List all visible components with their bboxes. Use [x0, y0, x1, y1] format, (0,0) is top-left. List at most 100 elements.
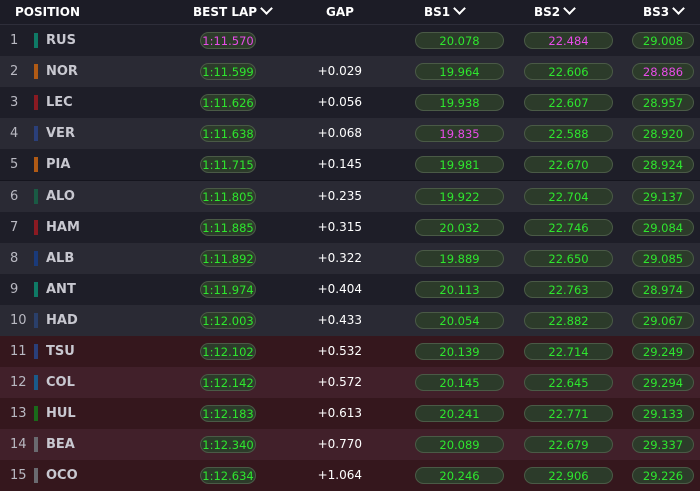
best-lap-time: 1:12.340 [200, 436, 256, 454]
bs3-time: 28.957 [632, 94, 694, 112]
bs1-time: 20.145 [415, 374, 504, 392]
best-lap-time: 1:12.142 [200, 374, 256, 392]
bs2-time: 22.679 [524, 436, 613, 454]
header-bs3-sort[interactable]: BS3 [643, 0, 686, 24]
table-row[interactable]: 9 ANT 1:11.974 +0.404 20.113 22.763 28.974 [0, 273, 700, 305]
table-row[interactable]: 6 ALO 1:11.805 +0.235 19.922 22.704 29.137 [0, 180, 700, 212]
table-row[interactable]: 5 PIA 1:11.715 +0.145 19.981 22.670 28.924 [0, 149, 700, 181]
table-row[interactable]: 12 COL 1:12.142 +0.572 20.145 22.645 29.294 [0, 367, 700, 399]
bs1-time: 20.078 [415, 32, 504, 49]
driver-code: PIA [46, 157, 71, 173]
best-lap-time: 1:12.183 [200, 405, 256, 423]
driver-code: HUL [46, 406, 76, 422]
bs2-time: 22.670 [524, 156, 613, 174]
gap-value: +0.404 [317, 281, 362, 296]
position-number: 15 [10, 468, 27, 484]
team-color-bar [34, 344, 38, 359]
table-row[interactable]: 13 HUL 1:12.183 +0.613 20.241 22.771 29.133 [0, 398, 700, 430]
table-row[interactable]: 8 ALB 1:11.892 +0.322 19.889 22.650 29.085 [0, 242, 700, 274]
bs3-time: 29.137 [632, 187, 694, 205]
bs1-time: 19.889 [415, 249, 504, 267]
bs3-time: 29.249 [632, 343, 694, 360]
table-row[interactable]: 4 VER 1:11.638 +0.068 19.835 22.588 28.920 [0, 118, 700, 150]
bs3-time: 29.085 [632, 249, 694, 267]
bs2-time: 22.650 [524, 249, 613, 267]
gap-value: +0.532 [317, 344, 362, 358]
bs2-time: 22.704 [524, 187, 613, 205]
team-color-bar [34, 437, 38, 453]
bs2-time: 22.607 [524, 94, 613, 112]
bs3-time: 29.337 [632, 436, 694, 454]
bs1-time: 19.922 [415, 187, 504, 205]
best-lap-time: 1:11.974 [200, 280, 256, 298]
table-row[interactable]: 3 LEC 1:11.626 +0.056 19.938 22.607 28.957 [0, 87, 700, 119]
header-best-lap-sort[interactable]: BEST LAP [193, 0, 273, 24]
header-bs1-sort[interactable]: BS1 [424, 0, 467, 24]
best-lap-time: 1:11.599 [200, 63, 256, 81]
table-row[interactable]: 14 BEA 1:12.340 +0.770 20.089 22.679 29.337 [0, 429, 700, 461]
table-row[interactable]: 11 TSU 1:12.102 +0.532 20.139 22.714 29.249 [0, 336, 700, 367]
header-bs3-label: BS3 [643, 5, 670, 19]
driver-code: HAD [46, 312, 78, 328]
gap-value: +0.613 [317, 406, 362, 421]
bs2-time: 22.763 [524, 280, 613, 298]
header-best-lap-label: BEST LAP [193, 5, 258, 19]
bs3-time: 29.133 [632, 405, 694, 423]
driver-code: OCO [46, 468, 78, 484]
team-color-bar [34, 219, 38, 235]
header-position: POSITION [15, 5, 80, 19]
bs3-time: 29.067 [632, 311, 694, 329]
bs1-time: 20.139 [415, 343, 504, 360]
best-lap-time: 1:11.805 [200, 187, 256, 205]
team-color-bar [34, 312, 38, 328]
bs1-time: 19.938 [415, 94, 504, 112]
position-number: 3 [10, 95, 19, 111]
team-color-bar [34, 95, 38, 111]
bs1-time: 20.032 [415, 218, 504, 236]
best-lap-time: 1:12.003 [200, 311, 256, 329]
position-number: 8 [10, 250, 19, 266]
best-lap-time: 1:11.570 [200, 32, 256, 49]
header-gap: GAP [326, 5, 354, 19]
driver-code: VER [46, 126, 75, 142]
position-number: 12 [10, 375, 27, 391]
chevron-down-icon [260, 2, 273, 15]
bs1-time: 19.835 [415, 125, 504, 143]
driver-code: COL [46, 375, 75, 391]
header-bs1-label: BS1 [424, 5, 451, 19]
bs3-time: 28.974 [632, 280, 694, 298]
gap-value: +0.056 [317, 95, 362, 110]
gap-value: +1.064 [317, 468, 362, 483]
gap-value: +0.145 [317, 157, 362, 172]
best-lap-time: 1:11.892 [200, 249, 256, 267]
driver-code: BEA [46, 437, 75, 453]
bs3-time: 29.226 [632, 467, 694, 485]
bs2-time: 22.714 [524, 343, 613, 360]
bs1-time: 20.089 [415, 436, 504, 454]
driver-code: LEC [46, 95, 73, 111]
table-row[interactable]: 1 RUS 1:11.570 20.078 22.484 29.008 [0, 25, 700, 56]
chevron-down-icon [563, 2, 577, 15]
bs3-time: 29.084 [632, 218, 694, 236]
best-lap-time: 1:11.715 [200, 156, 256, 174]
position-number: 10 [10, 312, 27, 328]
bs3-time: 29.008 [632, 32, 694, 49]
table-row[interactable]: 2 NOR 1:11.599 +0.029 19.964 22.606 28.886 [0, 56, 700, 88]
position-number: 5 [10, 157, 19, 173]
position-number: 6 [10, 188, 19, 204]
table-row[interactable]: 7 HAM 1:11.885 +0.315 20.032 22.746 29.084 [0, 211, 700, 243]
chevron-down-icon [672, 2, 686, 15]
bs2-time: 22.645 [524, 374, 613, 392]
header-bs2-sort[interactable]: BS2 [534, 0, 577, 24]
team-color-bar [34, 281, 38, 297]
chevron-down-icon [453, 2, 467, 15]
driver-code: ALB [46, 250, 75, 266]
driver-code: RUS [46, 33, 76, 48]
table-row[interactable]: 10 HAD 1:12.003 +0.433 20.054 22.882 29.067 [0, 304, 700, 336]
gap-value: +0.235 [317, 188, 362, 203]
team-color-bar [34, 126, 38, 142]
bs3-time: 28.886 [632, 63, 694, 81]
table-row[interactable]: 15 OCO 1:12.634 +1.064 20.246 22.906 29.226 [0, 460, 700, 491]
team-color-bar [34, 33, 38, 48]
team-color-bar [34, 64, 38, 80]
